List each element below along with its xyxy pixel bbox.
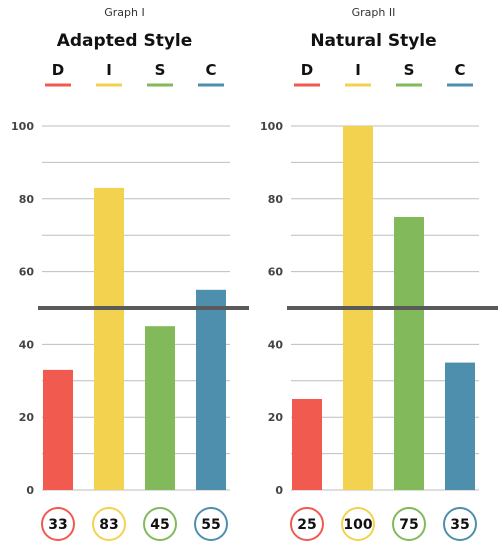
y-tick-label: 100	[11, 120, 34, 133]
score-value: 55	[201, 517, 220, 533]
category-label-c: C	[205, 61, 216, 79]
bar-c	[196, 289, 226, 490]
score-circle	[392, 507, 426, 541]
score-value: 45	[150, 517, 169, 533]
graph-caption: Graph I	[104, 6, 145, 19]
score-circle	[41, 507, 75, 541]
bar-chart-natural: 0 20 40 60 80 100 D 25 I 100 S 75 C 35	[260, 61, 498, 541]
y-tick-label: 60	[19, 266, 35, 279]
category-label-i: I	[355, 61, 361, 79]
graph-caption: Graph II	[351, 6, 396, 19]
y-tick-label: 20	[268, 411, 284, 424]
score-circle	[341, 507, 375, 541]
category-label-c: C	[454, 61, 465, 79]
category-label-s: S	[155, 61, 166, 79]
score-circle	[143, 507, 177, 541]
y-tick-label: 0	[26, 484, 34, 497]
score-value: 35	[450, 517, 469, 533]
y-tick-label: 100	[260, 120, 283, 133]
y-tick-label: 80	[19, 193, 35, 206]
graph-panel-natural: Graph II Natural Style 0 20 40 60 80 100 D 25 I 1…	[249, 0, 498, 547]
score-circle	[443, 507, 477, 541]
score-value: 25	[297, 517, 316, 533]
chart-title: Natural Style	[310, 31, 437, 51]
score-circle	[194, 507, 228, 541]
y-tick-label: 80	[268, 193, 284, 206]
bar-c	[445, 362, 475, 490]
category-label-d: D	[301, 61, 313, 79]
bar-chart-adapted: 0 20 40 60 80 100 D 33 I 83 S 45 C 55	[11, 61, 249, 541]
bar-s	[394, 217, 424, 490]
y-tick-label: 40	[268, 338, 284, 351]
score-value: 83	[99, 517, 118, 533]
category-label-d: D	[52, 61, 64, 79]
y-tick-label: 60	[268, 266, 284, 279]
chart-title: Adapted Style	[56, 31, 193, 51]
graph-panel-adapted: Graph I Adapted Style 0 20 40 60 80 100 D 33 I 83…	[11, 6, 249, 541]
category-label-i: I	[106, 61, 112, 79]
score-value: 100	[343, 517, 372, 533]
score-circle	[290, 507, 324, 541]
score-value: 75	[399, 517, 418, 533]
bar-s	[145, 326, 175, 490]
y-tick-label: 0	[275, 484, 283, 497]
bar-d	[43, 369, 73, 490]
y-tick-label: 40	[19, 338, 35, 351]
score-value: 33	[48, 517, 67, 533]
bar-d	[292, 399, 322, 490]
bar-i	[94, 187, 124, 490]
category-label-s: S	[404, 61, 415, 79]
y-tick-label: 20	[19, 411, 35, 424]
score-circle	[92, 507, 126, 541]
